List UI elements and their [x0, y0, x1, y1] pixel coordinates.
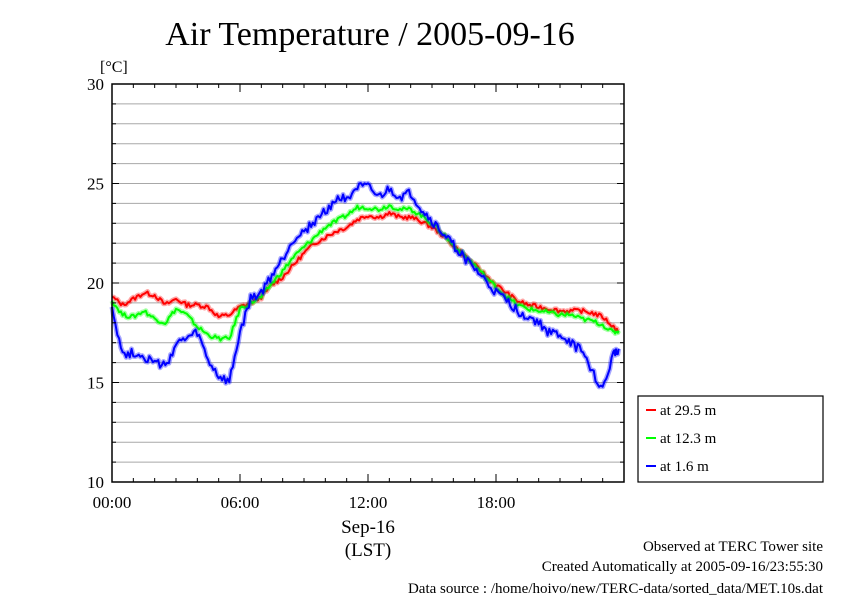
footer-created: Created Automatically at 2005-09-16/23:5…	[542, 559, 823, 575]
y-tick-label: 20	[87, 274, 104, 293]
axis-ticks	[111, 83, 625, 483]
legend-label: at 12.3 m	[660, 431, 717, 447]
y-tick-label: 15	[87, 374, 104, 393]
series-line	[111, 182, 620, 388]
chart-title: Air Temperature / 2005-09-16	[165, 16, 575, 53]
legend: at 29.5 m at 12.3 m at 1.6 m	[637, 395, 824, 483]
footer-source: Data source : /home/hoivo/new/TERC-data/…	[408, 581, 824, 595]
x-tick-label: 18:00	[477, 493, 516, 512]
legend-label: at 29.5 m	[660, 403, 717, 419]
x-date-label: Sep-16	[341, 517, 395, 538]
y-tick-label: 25	[87, 175, 104, 194]
y-unit-label: [°C]	[100, 59, 128, 76]
legend-box	[637, 395, 824, 483]
y-tick-label: 30	[87, 75, 104, 94]
y-tick-label: 10	[87, 473, 104, 492]
x-tick-label: 12:00	[349, 493, 388, 512]
x-tick-labels: 00:00 06:00 12:00 18:00	[93, 493, 516, 512]
legend-label: at 1.6 m	[660, 459, 709, 475]
y-tick-labels: 10 15 20 25 30	[87, 75, 104, 492]
series-line	[111, 211, 620, 333]
x-tick-label: 00:00	[93, 493, 132, 512]
x-tick-label: 06:00	[221, 493, 260, 512]
footer-site: Observed at TERC Tower site	[643, 539, 823, 555]
horizontal-grid	[112, 103, 624, 463]
series-line	[111, 204, 620, 342]
series-halo	[109, 180, 622, 390]
x-zone-label: (LST)	[345, 540, 391, 561]
series-lines	[109, 180, 622, 390]
